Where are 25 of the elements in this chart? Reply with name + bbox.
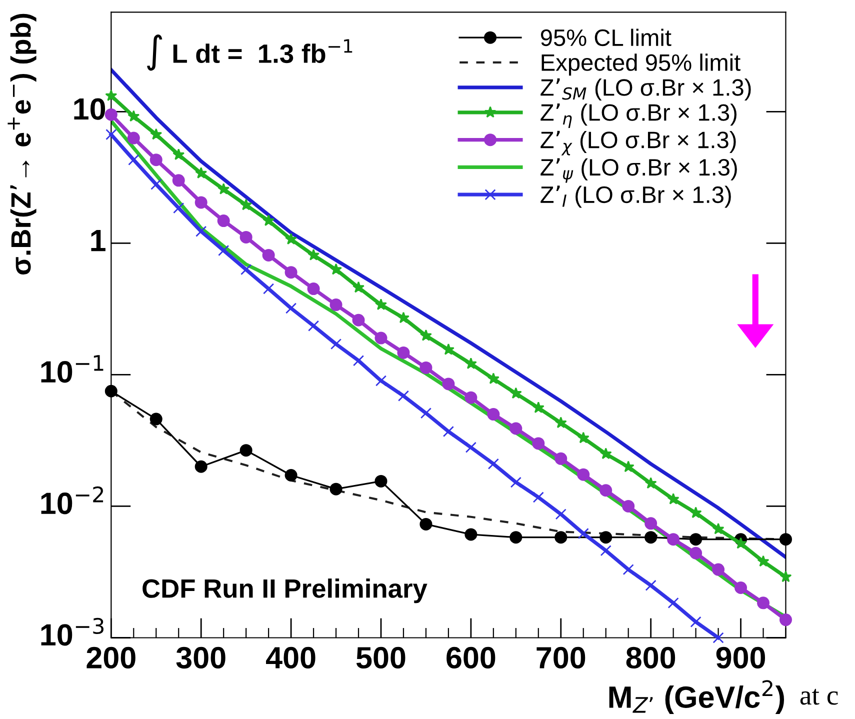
y-tick-label: 10$^{−3}$	[41, 618, 104, 646]
x-axis-title: M$_{Z’}$ (GeV/c$^{2}$)	[609, 680, 784, 714]
y-tick-label: 10	[74, 98, 106, 120]
annotation: CDF Run II Preliminary	[142, 578, 428, 604]
legend-label: Z’$_{SM}$ (LO σ.Br × 1.3)	[540, 78, 751, 101]
y-tick-label: 10$^{−2}$	[41, 486, 104, 514]
legend-label: 95% CL limit	[540, 28, 672, 46]
legend-label: Expected 95% limit	[542, 54, 740, 76]
x-tick-label: 900	[716, 646, 766, 669]
legend-label: Z’$_{ψ}$ (LO σ.Br × 1.3)	[540, 158, 737, 183]
x-tick-label: 300	[176, 646, 226, 669]
x-tick-label: 500	[356, 646, 406, 669]
legend-label: Z’$_{I}$ (LO σ.Br × 1.3)	[540, 186, 731, 208]
text: at c	[800, 688, 838, 705]
x-tick-label: 600	[446, 646, 496, 669]
x-tick-label: 200	[86, 646, 136, 669]
x-tick-label: 800	[626, 646, 676, 669]
x-tick-label: 400	[266, 646, 316, 669]
y-tick-label: 1	[91, 230, 106, 252]
y-axis-title: σ.Br(Z’→ e$^{+}$e$^{−}$) (pb)	[8, 14, 36, 274]
y-tick-label: 10$^{−1}$	[41, 355, 104, 383]
x-tick-label: 700	[536, 646, 586, 669]
legend-label: Z’$_{χ}$ (LO σ.Br × 1.3)	[540, 130, 736, 156]
legend-label: Z’$_{η}$ (LO σ.Br × 1.3)	[540, 103, 736, 128]
annotation: ∫ L dt = 1.3 fb$^{−1}$	[147, 34, 352, 71]
